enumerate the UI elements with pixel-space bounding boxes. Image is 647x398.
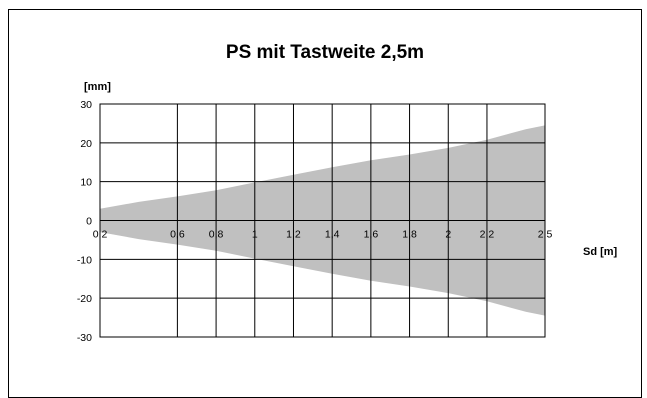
y-tick-label: -20: [77, 293, 92, 305]
y-tick-label: 10: [80, 177, 92, 189]
chart-title: PS mit Tastweite 2,5m: [226, 42, 424, 63]
x-tick-label: 2,2: [480, 229, 495, 241]
x-tick-label: 1,4: [325, 229, 340, 241]
grid-layer: [99, 103, 546, 338]
x-axis-label: Sd [m]: [583, 246, 618, 258]
y-tick-label: -10: [77, 254, 92, 266]
y-axis-label: [mm]: [84, 81, 111, 93]
y-tick-label: 20: [80, 138, 92, 150]
x-tick-label: 1,2: [286, 229, 301, 241]
x-tick-label: 2,5: [538, 229, 553, 241]
plot-border: [99, 103, 546, 338]
y-tick-label: -30: [77, 332, 92, 344]
y-tick-label: 0: [86, 216, 92, 228]
x-tick-label: 1: [252, 229, 258, 241]
x-tick-label: 1,8: [402, 229, 417, 241]
tick-layer: 30 20 10 0 -10 -20 -30 0,2 0,6 0,8 1 1,2 1,4 1,6 1,8 2 2…: [77, 99, 553, 344]
x-tick-label: 0,8: [209, 229, 224, 241]
x-tick-label: 0,2: [93, 229, 108, 241]
x-tick-label: 0,6: [170, 229, 185, 241]
x-tick-label: 2: [445, 229, 451, 241]
x-tick-label: 1,6: [364, 229, 379, 241]
y-tick-label: 30: [80, 99, 92, 111]
